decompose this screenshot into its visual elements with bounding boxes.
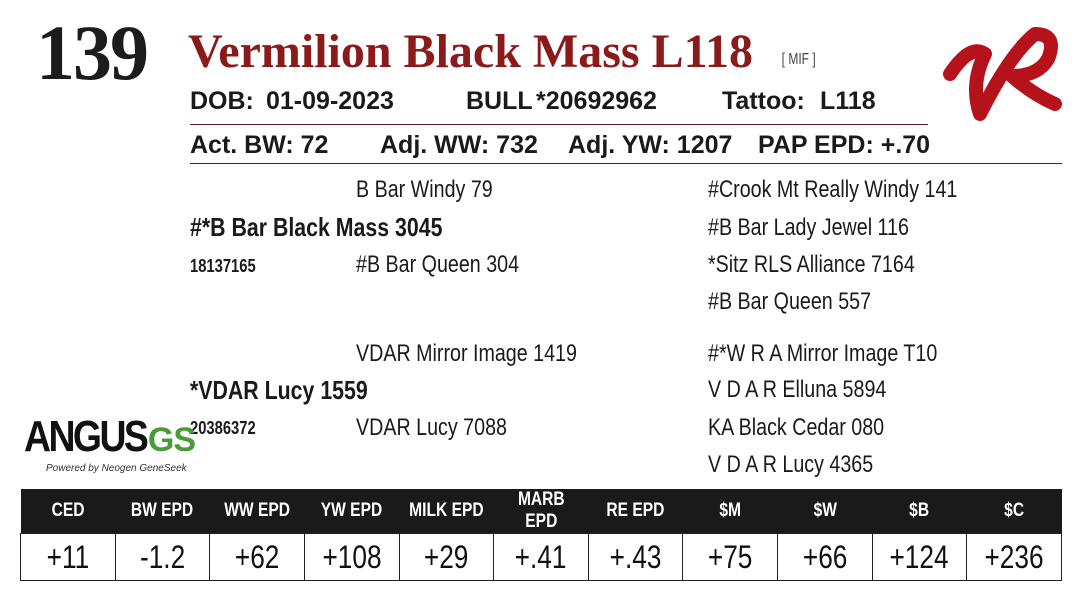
angus-logo-tagline: Powered by Neogen GeneSeek (46, 463, 187, 474)
animal-name: Vermilion Black Mass L118 (188, 25, 753, 78)
epd-table: CED BW EPD WW EPD YW EPD MILK EPD MARB E… (20, 489, 1062, 581)
epd-header: BW EPD (115, 489, 210, 534)
pedigree-dds: KA Black Cedar 080 (708, 414, 885, 441)
epd-value: +124 (871, 533, 968, 581)
lot-number: 139 (36, 9, 149, 96)
epd-value: +75 (682, 533, 778, 581)
epd-header: MARB EPD (493, 489, 589, 534)
epd-header: $W (777, 489, 873, 534)
pedigree-sire: #*B Bar Black Mass 3045 (190, 212, 443, 242)
pedigree-sdd: #B Bar Queen 557 (708, 288, 872, 315)
epd-value: +236 (966, 533, 1062, 581)
pedigree-dam: *VDAR Lucy 1559 (190, 375, 368, 405)
epd-header: $M (682, 489, 778, 534)
pap-epd: PAP EPD: +.70 (758, 131, 931, 159)
epd-value: +11 (20, 533, 116, 581)
epd-header: $B (872, 489, 967, 534)
genetic-tag: [ MIF ] (781, 51, 816, 68)
epd-header: RE EPD (588, 489, 683, 534)
epd-value: +29 (398, 533, 495, 581)
actual-birth-weight: Act. BW: 72 (190, 131, 329, 159)
angus-gs-logo: ANGUSGS (24, 412, 196, 461)
dob-value: 01-09-2023 (266, 87, 394, 115)
pedigree-ddd: V D A R Lucy 4365 (708, 451, 874, 478)
divider (190, 163, 1062, 164)
pedigree-sire-dam: #B Bar Queen 304 (356, 251, 520, 278)
epd-value: +108 (303, 533, 400, 581)
divider (190, 124, 928, 125)
adjusted-yearling-weight: Adj. YW: 1207 (568, 131, 733, 159)
epd-value-row: +11 -1.2 +62 +108 +29 +.41 +.43 +75 +66 … (20, 533, 1062, 581)
epd-header: MILK EPD (399, 489, 494, 534)
epd-value: -1.2 (114, 533, 211, 581)
pedigree-sire-reg: 18137165 (190, 256, 256, 276)
pedigree-dam-reg: 20386372 (190, 418, 256, 438)
pedigree-sire-sire: B Bar Windy 79 (356, 176, 493, 203)
epd-header: WW EPD (209, 489, 305, 534)
epd-header: CED (20, 489, 116, 534)
registration-number: *20692962 (536, 87, 657, 115)
epd-header: $C (966, 489, 1062, 534)
epd-value: +.43 (587, 533, 684, 581)
epd-header-row: CED BW EPD WW EPD YW EPD MILK EPD MARB E… (20, 489, 1062, 534)
pedigree-dss: #*W R A Mirror Image T10 (708, 340, 938, 367)
pedigree-ssd: #B Bar Lady Jewel 116 (708, 214, 909, 241)
dob-label: DOB: (190, 87, 254, 115)
epd-header: YW EPD (304, 489, 399, 534)
tattoo-value: L118 (820, 87, 876, 115)
pedigree-dam-dam: VDAR Lucy 7088 (356, 414, 507, 441)
epd-value: +62 (209, 533, 305, 581)
tattoo-label: Tattoo: (722, 87, 805, 115)
epd-value: +.41 (493, 533, 589, 581)
angus-logo-gs: GS (147, 421, 196, 459)
pedigree-dam-sire: VDAR Mirror Image 1419 (356, 340, 577, 367)
pedigree-sds: *Sitz RLS Alliance 7164 (708, 251, 915, 278)
pedigree-sss: #Crook Mt Really Windy 141 (708, 176, 958, 203)
sex-value: BULL (466, 87, 533, 115)
pedigree-dsd: V D A R Elluna 5894 (708, 376, 887, 403)
epd-value: +66 (777, 533, 873, 581)
vr-brand-icon (943, 27, 1062, 121)
adjusted-weaning-weight: Adj. WW: 732 (380, 131, 538, 159)
angus-logo-word: ANGUS (24, 412, 149, 461)
